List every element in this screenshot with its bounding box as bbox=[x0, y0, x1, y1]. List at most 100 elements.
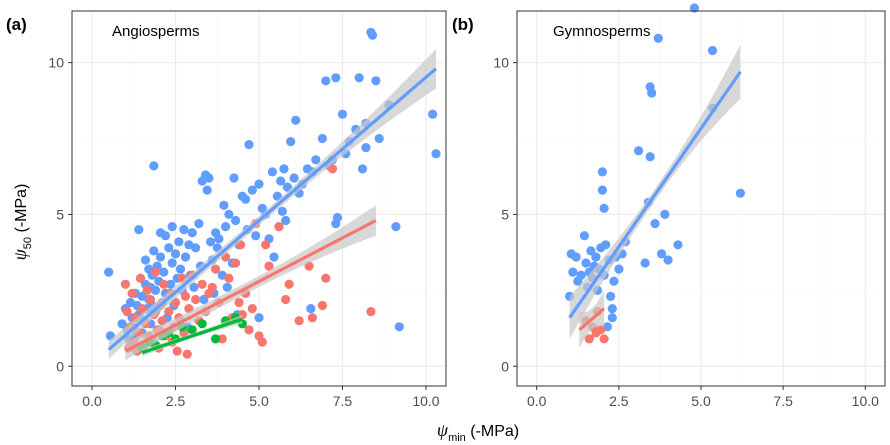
green-point bbox=[197, 319, 207, 329]
y-axis-label: ψ50 (-MPa) bbox=[10, 184, 34, 261]
red-point bbox=[247, 304, 257, 314]
blue-point bbox=[229, 173, 239, 183]
red-point bbox=[127, 288, 137, 298]
blue-point bbox=[394, 322, 404, 332]
blue-point bbox=[180, 252, 191, 262]
blue-point bbox=[289, 173, 299, 183]
red-point bbox=[274, 222, 284, 232]
red-point bbox=[182, 349, 192, 359]
blue-point bbox=[357, 164, 368, 174]
blue-point bbox=[707, 45, 718, 56]
blue-point bbox=[251, 231, 261, 241]
blue-point bbox=[164, 243, 174, 253]
blue-point bbox=[254, 179, 264, 189]
blue-point bbox=[361, 143, 371, 153]
red-point bbox=[164, 307, 174, 317]
red-point bbox=[197, 279, 207, 289]
blue-point bbox=[282, 182, 292, 192]
blue-point bbox=[155, 252, 166, 262]
blue-point bbox=[332, 212, 343, 223]
x-tick-label: 10.0 bbox=[852, 393, 879, 409]
red-point bbox=[261, 240, 271, 250]
red-point bbox=[150, 267, 161, 277]
red-point bbox=[191, 294, 201, 305]
red-point bbox=[307, 313, 317, 323]
y-axis-label-symbol: ψ bbox=[10, 248, 30, 260]
blue-fit-line bbox=[568, 70, 742, 319]
blue-point bbox=[279, 164, 289, 174]
blue-point bbox=[204, 173, 214, 183]
blue-point bbox=[134, 225, 144, 235]
blue-point bbox=[321, 76, 331, 86]
red-point bbox=[231, 258, 241, 268]
blue-point bbox=[647, 88, 657, 98]
blue-point bbox=[191, 243, 201, 253]
blue-point bbox=[244, 140, 254, 150]
red-point bbox=[180, 291, 191, 301]
x-axis-label-unit: (-MPa) bbox=[466, 423, 519, 440]
x-tick-label: 2.5 bbox=[609, 393, 629, 409]
y-tick-label: 0 bbox=[56, 358, 64, 374]
blue-point bbox=[673, 240, 683, 250]
red-point bbox=[584, 334, 594, 344]
panel-gymnosperms: 0.0 2.5 5.0 7.5 10.0 0 5 10 (b) Gymnosperms bbox=[452, 3, 886, 409]
blue-point bbox=[179, 225, 189, 235]
blue-point bbox=[202, 185, 212, 195]
blue-point bbox=[581, 258, 591, 268]
red-point bbox=[327, 164, 338, 174]
blue-point bbox=[214, 234, 224, 244]
x-tick-label: 0.0 bbox=[527, 393, 547, 409]
blue-point bbox=[174, 237, 184, 247]
y-tick-label: 5 bbox=[56, 206, 64, 222]
blue-point bbox=[231, 215, 241, 226]
x-tick-label: 7.5 bbox=[773, 393, 793, 409]
blue-point bbox=[689, 3, 700, 13]
blue-point bbox=[640, 258, 650, 268]
red-point bbox=[281, 294, 291, 305]
red-point bbox=[159, 279, 169, 289]
x-tick-label: 5.0 bbox=[691, 393, 711, 409]
red-point bbox=[157, 316, 167, 326]
red-point bbox=[257, 337, 267, 347]
red-point bbox=[211, 264, 221, 274]
blue-point bbox=[187, 228, 197, 238]
red-confidence-band bbox=[125, 205, 376, 361]
blue-point bbox=[576, 270, 586, 280]
red-point bbox=[142, 285, 152, 295]
x-tick-label: 5.0 bbox=[249, 393, 269, 409]
x-tick-label: 10.0 bbox=[412, 393, 439, 409]
blue-point bbox=[606, 291, 616, 301]
blue-point bbox=[167, 222, 177, 232]
blue-point bbox=[579, 231, 590, 241]
blue-point bbox=[160, 231, 171, 241]
blue-point bbox=[269, 252, 279, 262]
blue-point bbox=[645, 152, 655, 162]
blue-point bbox=[277, 206, 287, 216]
red-point bbox=[284, 279, 294, 289]
red-point bbox=[264, 261, 274, 271]
blue-point bbox=[374, 133, 384, 144]
blue-point bbox=[149, 246, 159, 256]
blue-point bbox=[607, 304, 617, 314]
blue-point bbox=[331, 73, 341, 83]
y-axis-label-unit: (-MPa) bbox=[13, 184, 30, 237]
blue-point bbox=[568, 267, 578, 277]
blue-point bbox=[367, 30, 378, 40]
red-point bbox=[294, 316, 304, 326]
red-point bbox=[596, 325, 606, 335]
blue-point bbox=[165, 279, 176, 289]
blue-point bbox=[104, 267, 114, 277]
blue-point bbox=[241, 194, 251, 204]
green-fit-line bbox=[141, 317, 243, 355]
y-axis-label-subscript: 50 bbox=[22, 237, 34, 249]
y-tick-label: 10 bbox=[48, 55, 64, 71]
blue-point bbox=[634, 146, 644, 156]
blue-point bbox=[599, 203, 609, 213]
blue-point bbox=[267, 167, 277, 177]
blue-point bbox=[276, 176, 286, 186]
red-point bbox=[122, 307, 132, 317]
blue-point bbox=[254, 313, 264, 323]
x-tick-label: 2.5 bbox=[166, 393, 186, 409]
blue-point bbox=[607, 313, 617, 323]
panel-title: Angiosperms bbox=[112, 23, 200, 40]
